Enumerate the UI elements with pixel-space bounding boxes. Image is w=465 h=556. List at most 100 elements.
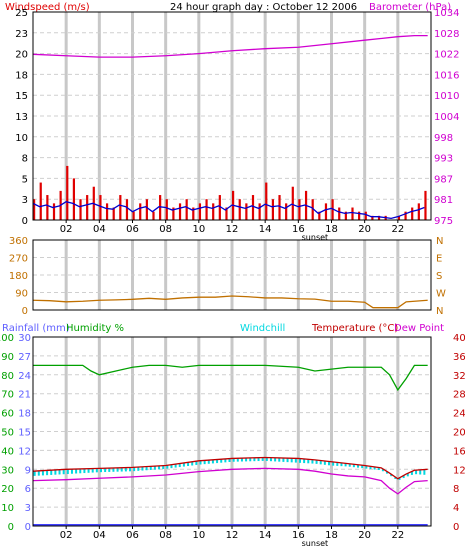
x-tick-label: 08 <box>159 530 172 541</box>
humidity-tick-label: 90 <box>1 352 14 363</box>
wind-bar <box>125 199 129 220</box>
x-tick-label: 12 <box>226 530 239 541</box>
rainfall-tick-label: 30 <box>18 333 31 344</box>
temperature-axis-label: Temperature (°C) <box>311 323 398 334</box>
humidity-line <box>33 364 428 392</box>
rainfall-tick-label: 6 <box>25 484 31 495</box>
temperature-tick-label: 20 <box>453 428 465 439</box>
x-tick-label: 22 <box>391 530 404 541</box>
x-tick-label: 20 <box>358 224 371 235</box>
rainfall-tick-label: 0 <box>25 522 31 533</box>
x-tick-label: 18 <box>325 224 338 235</box>
x-tick-label: 20 <box>358 530 371 541</box>
barometer-tick-label: 998 <box>434 133 453 144</box>
wind-bar <box>251 195 255 220</box>
humidity-tick-label: 10 <box>1 503 14 514</box>
temperature-tick-label: 12 <box>453 465 465 476</box>
wind-bar <box>192 207 195 220</box>
temperature-tick-label: 4 <box>453 503 459 514</box>
wind-bar <box>112 207 115 220</box>
sunset-label: sunset <box>302 539 329 548</box>
rainfall-tick-label: 3 <box>25 503 31 514</box>
wind-tick-label: 18 <box>15 70 28 81</box>
wind-bar <box>66 165 69 220</box>
humidity-tick-label: 0 <box>8 522 14 533</box>
wind-bar <box>46 195 49 220</box>
humidity-tick-label: 60 <box>1 409 14 420</box>
barometer-tick-label: 1004 <box>434 112 459 123</box>
x-tick-label: 04 <box>93 224 106 235</box>
wind-bar <box>311 199 314 220</box>
x-tick-label: 16 <box>292 530 305 541</box>
dewpoint-line <box>32 467 428 495</box>
wind-bar <box>145 199 148 220</box>
wind-bar <box>39 182 42 220</box>
barometer-line <box>32 34 428 58</box>
windspeed-axis-label: Windspeed (m/s) <box>5 2 90 13</box>
x-tick-label: 10 <box>192 224 205 235</box>
wind-tick-label: 25 <box>15 8 28 19</box>
rainfall-tick-label: 21 <box>18 390 31 401</box>
compass-label: E <box>436 254 442 265</box>
wind-bar <box>377 215 381 220</box>
wind-bar <box>298 199 301 220</box>
wind-bar <box>278 195 281 220</box>
compass-label: N <box>436 306 443 317</box>
windchill-legend-label: Windchill <box>240 323 285 334</box>
humidity-tick-label: 80 <box>1 371 14 382</box>
barometer-tick-label: 1028 <box>434 29 459 40</box>
x-tick-label: 04 <box>93 530 106 541</box>
wind-bar <box>72 178 75 220</box>
x-tick-label: 06 <box>126 530 139 541</box>
wind-bar <box>245 203 248 220</box>
rainfall-tick-label: 18 <box>18 409 31 420</box>
temperature-tick-label: 32 <box>453 371 465 382</box>
wind-bar <box>285 203 288 220</box>
wind-bar <box>212 203 215 220</box>
wind-bar <box>351 207 354 220</box>
x-tick-label: 10 <box>192 530 205 541</box>
rainfall-tick-label: 9 <box>25 465 31 476</box>
wind-tick-label: 13 <box>15 112 28 123</box>
direction-tick-label: 90 <box>15 289 28 300</box>
direction-tick-label: 180 <box>9 271 28 282</box>
x-tick-label: 12 <box>226 224 239 235</box>
humidity-tick-label: 30 <box>1 465 14 476</box>
plot-frame <box>32 239 432 311</box>
wind-bar <box>238 199 241 220</box>
wind-bar <box>159 195 162 220</box>
wind-bar <box>291 186 294 220</box>
humidity-tick-label: 50 <box>1 428 14 439</box>
wind-bar <box>225 207 228 220</box>
direction-tick-label: 0 <box>22 306 28 317</box>
wind-tick-label: 8 <box>22 154 28 165</box>
wind-tick-label: 23 <box>15 29 28 40</box>
temperature-tick-label: 8 <box>453 484 459 495</box>
wind-bar <box>411 207 414 220</box>
wind-bar <box>358 211 361 220</box>
x-tick-label: 14 <box>259 530 272 541</box>
wind-bar <box>165 199 168 220</box>
wind-bar <box>404 211 407 220</box>
temperature-tick-label: 28 <box>453 390 465 401</box>
wind-bar <box>205 199 208 220</box>
wind-bar <box>172 207 175 220</box>
barometer-tick-label: 1022 <box>434 50 459 61</box>
temperature-line <box>32 456 428 480</box>
x-tick-label: 14 <box>259 224 272 235</box>
wind-bar <box>185 199 188 220</box>
rainfall-tick-label: 24 <box>18 371 31 382</box>
wind-direction-line <box>32 295 428 309</box>
temperature-tick-label: 36 <box>453 352 465 363</box>
wind-tick-label: 5 <box>22 174 28 185</box>
barometer-tick-label: 1034 <box>434 8 459 19</box>
humidity-axis-label: Humidity % <box>66 323 124 334</box>
sunset-label: sunset <box>302 233 329 242</box>
humidity-tick-label: 70 <box>1 390 14 401</box>
wind-tick-label: 15 <box>15 91 28 102</box>
barometer-tick-label: 987 <box>434 174 453 185</box>
